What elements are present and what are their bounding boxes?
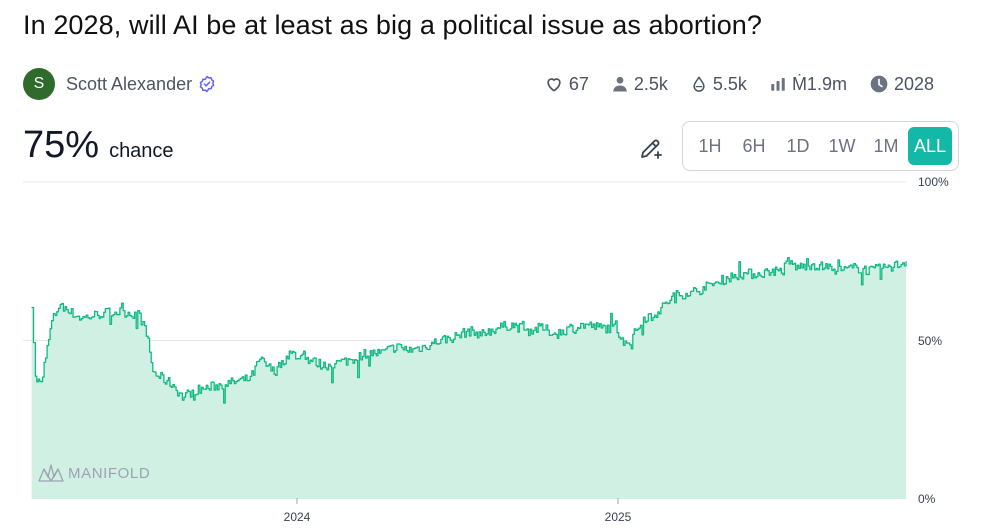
probability-value: 75%: [23, 124, 100, 166]
liquidity-value: 5.5k: [712, 73, 747, 94]
manifold-logo-icon: [38, 464, 64, 482]
manifold-watermark: MANIFOLD: [68, 465, 150, 482]
question-title: In 2028, will AI be at least as big a po…: [23, 10, 763, 40]
droplet-icon: [693, 76, 705, 92]
range-1w-button[interactable]: 1W: [828, 135, 856, 156]
close-year: 2028: [893, 73, 934, 94]
x-tick-2024: 2024: [284, 510, 311, 524]
x-tick-2025: 2025: [605, 510, 632, 524]
range-all-button[interactable]: ALL: [908, 127, 953, 165]
avatar[interactable]: S: [23, 68, 55, 100]
volume-stat[interactable]: Ṁ1.9m: [769, 74, 847, 95]
author-row: S Scott Alexander: [23, 67, 216, 101]
author-name[interactable]: Scott Alexander: [66, 73, 193, 94]
probability-area: [31, 257, 907, 499]
probability-chart[interactable]: 100% 50% 0% 2024 2025 MANIFOLD: [0, 170, 984, 532]
range-6h-button[interactable]: 6H: [742, 135, 766, 156]
range-1h-button[interactable]: 1H: [698, 135, 722, 156]
traders-count: 2.5k: [633, 73, 668, 94]
y-tick-50: 50%: [918, 334, 942, 348]
verified-badge-icon: [198, 75, 216, 93]
volume-value: Ṁ1.9m: [791, 73, 847, 94]
time-range-selector: 1H 6H 1D 1W 1M ALL: [682, 121, 959, 171]
bar-chart-icon: [771, 78, 785, 91]
edit-chart-button[interactable]: [638, 136, 664, 162]
traders-stat[interactable]: 2.5k: [611, 74, 668, 95]
likes-stat[interactable]: 67: [544, 74, 589, 95]
range-1d-button[interactable]: 1D: [786, 135, 810, 156]
market-stats: 67 2.5k 5.5k Ṁ1.9m 2028: [544, 70, 934, 98]
pencil-plus-icon: [641, 139, 662, 159]
y-tick-100: 100%: [918, 175, 949, 189]
probability-line: [31, 257, 907, 404]
likes-count: 67: [568, 73, 589, 94]
heart-icon: [547, 78, 561, 92]
liquidity-stat[interactable]: 5.5k: [690, 74, 747, 95]
probability-label: chance: [109, 140, 174, 162]
range-1m-button[interactable]: 1M: [873, 135, 899, 156]
y-tick-0: 0%: [918, 492, 936, 506]
close-date-stat[interactable]: 2028: [869, 74, 934, 95]
clock-icon: [870, 75, 888, 93]
user-icon: [613, 76, 627, 92]
probability-display: 75% chance: [23, 124, 174, 167]
